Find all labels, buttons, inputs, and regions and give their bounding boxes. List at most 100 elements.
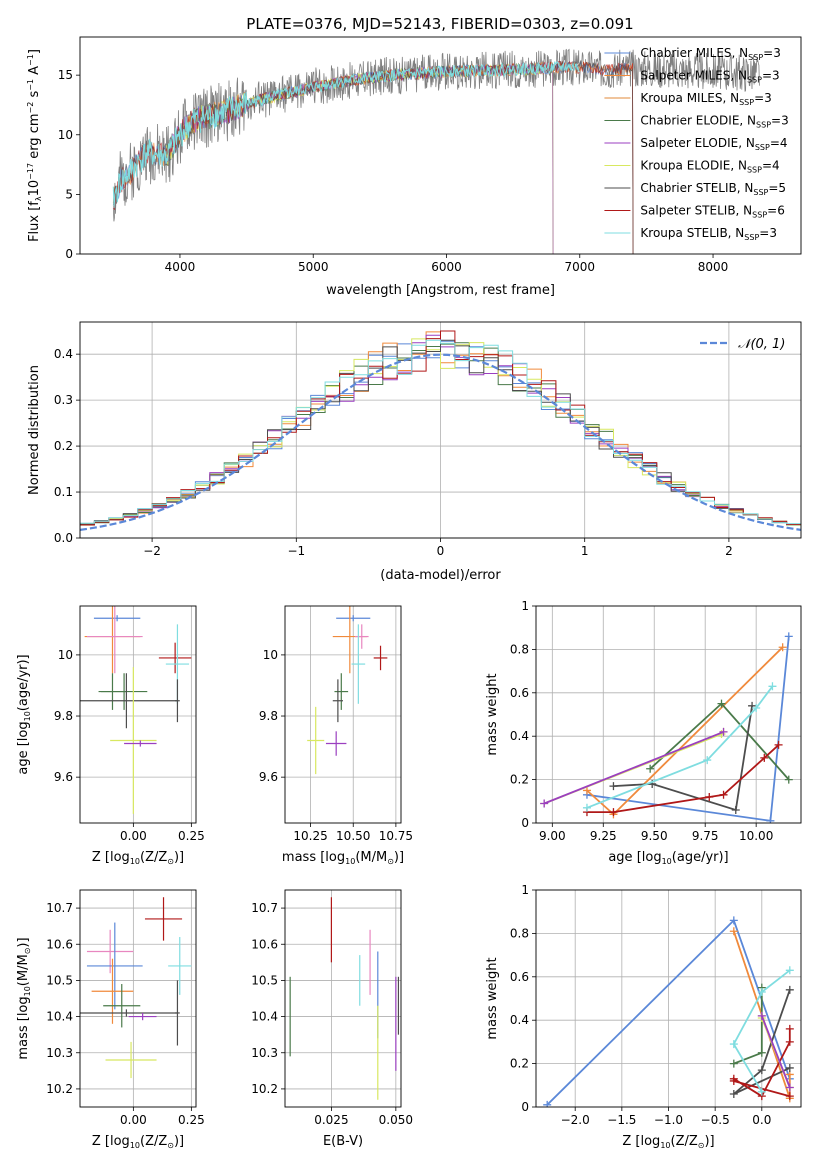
weight-line xyxy=(586,636,790,822)
y-axis-label: mass [log10(M/M⊙)] xyxy=(16,937,32,1059)
label-part: =5 xyxy=(768,181,786,195)
label-part: Z [log xyxy=(92,1134,130,1149)
legend-entry: Kroupa ELODIE, NSSP=4 xyxy=(640,159,779,175)
axes-frame xyxy=(535,605,802,824)
y-axis-label: mass weight xyxy=(485,957,500,1039)
x-tick-label: 9.00 xyxy=(539,829,566,843)
label-part: SSP xyxy=(753,188,768,197)
y-tick-label: 10.3 xyxy=(251,1046,278,1060)
model-spectrum xyxy=(166,62,554,254)
x-tick-label: 10.00 xyxy=(739,829,773,843)
weight-marker xyxy=(778,643,787,652)
x-tick-label: −2.0 xyxy=(561,1113,590,1127)
label-part: =3 xyxy=(762,69,780,83)
y-tick-label: 5 xyxy=(65,187,73,201)
weight-marker xyxy=(785,1083,794,1092)
label-part: 10 xyxy=(130,857,140,866)
y-tick-label: 0.2 xyxy=(54,439,73,453)
legend-entry: Salpeter STELIB, NSSP=6 xyxy=(640,204,784,220)
label-part: =4 xyxy=(770,136,788,150)
weight-marker xyxy=(729,1059,738,1068)
weight-marker xyxy=(540,799,549,808)
weight-marker xyxy=(748,701,757,710)
weight-marker xyxy=(785,966,794,975)
weight-marker xyxy=(785,985,794,994)
y-tick-label: 0.6 xyxy=(510,970,529,984)
y-tick-label: 10.6 xyxy=(46,937,73,951)
plot-area xyxy=(80,897,192,1079)
weight-marker xyxy=(757,1087,766,1096)
label-part: (age/yr)] xyxy=(672,850,729,865)
weight-marker xyxy=(543,1100,552,1107)
y-tick-label: 0.0 xyxy=(54,531,73,545)
label-part: 10 xyxy=(27,180,42,197)
label-part: )] xyxy=(16,937,31,947)
y-tick-label: 0.8 xyxy=(510,926,529,940)
x-tick-label: −0.5 xyxy=(701,1113,730,1127)
x-axis-label: Z [log10(Z/Z⊙)] xyxy=(92,1134,184,1150)
label-part: Salpeter STELIB, N xyxy=(640,204,752,218)
y-tick-label: 10.4 xyxy=(251,1010,278,1024)
label-part: mass [log xyxy=(16,996,31,1059)
x-tick-label: −1.5 xyxy=(607,1113,636,1127)
chart-residuals: −2 −1 0 1 2 0.0 0.1 0.2 0.3 0.4 𝒩(0, 1) (data-model… xyxy=(27,321,802,583)
label-part: 10 xyxy=(23,986,32,996)
figure-title: PLATE=0376, MJD=52143, FIBERID=0303, z=0… xyxy=(246,15,633,33)
label-part: =4 xyxy=(762,159,780,173)
x-tick-label: 9.25 xyxy=(590,829,617,843)
legend-entry: Kroupa MILES, NSSP=3 xyxy=(640,91,771,107)
y-tick-label: 0.4 xyxy=(510,729,529,743)
axes-frame xyxy=(79,889,197,1108)
x-tick-label: 10.25 xyxy=(293,829,327,843)
x-tick-label: 0.25 xyxy=(178,829,205,843)
label-part: Chabrier STELIB, N xyxy=(640,181,753,195)
label-part: =3 xyxy=(754,91,772,105)
plot-area xyxy=(543,916,794,1107)
legend-entry: Kroupa STELIB, NSSP=3 xyxy=(640,226,777,242)
axes-frame xyxy=(284,889,402,1108)
axes-frame xyxy=(284,605,402,824)
label-part: (Z/Z xyxy=(671,1134,698,1149)
label-part: Salpeter ELODIE, N xyxy=(640,136,754,150)
weight-marker xyxy=(729,916,738,925)
weight-marker xyxy=(785,1024,794,1033)
weight-marker xyxy=(609,782,618,791)
weight-marker xyxy=(785,1063,794,1072)
weight-marker xyxy=(609,808,618,817)
label-part: )] xyxy=(704,1134,714,1149)
label-part: 10 xyxy=(345,857,355,866)
plot-area xyxy=(80,606,192,814)
plot-area xyxy=(112,48,760,254)
label-part: age [log xyxy=(16,721,31,774)
x-tick-label: 0.0 xyxy=(752,1113,771,1127)
gaussian-curve xyxy=(80,353,801,531)
weight-marker xyxy=(703,756,712,765)
label-part: Z [log xyxy=(622,1134,660,1149)
weight-marker xyxy=(729,1089,738,1098)
label-part: age [log xyxy=(608,850,661,865)
label-part: 10 xyxy=(662,857,672,866)
label-part: SSP xyxy=(744,233,759,242)
label-part: )] xyxy=(174,1134,184,1149)
plot-area xyxy=(80,330,801,531)
label-part: A xyxy=(27,66,42,79)
y-tick-label: 0.2 xyxy=(510,1057,529,1071)
weight-line xyxy=(732,969,791,1093)
x-tick-label: 2 xyxy=(725,544,733,558)
label-part: Kroupa STELIB, N xyxy=(640,226,744,240)
y-tick-label: 1 xyxy=(521,599,529,613)
label-part: SSP xyxy=(747,166,762,175)
label-part: 10 xyxy=(660,1141,670,1150)
y-tick-label: 9.8 xyxy=(259,709,278,723)
weight-marker xyxy=(729,1076,738,1085)
y-tick-label: 0.3 xyxy=(54,393,73,407)
y-axis-label: Flux [fλ10−17 erg cm−2 s−1 A−1] xyxy=(26,49,43,242)
weight-line xyxy=(760,1015,791,1088)
weight-marker xyxy=(774,740,783,749)
axes-frame xyxy=(79,605,197,824)
label-part: )] xyxy=(174,850,184,865)
label-part: Salpeter MILES, N xyxy=(640,69,747,83)
label-part: s xyxy=(27,91,42,102)
